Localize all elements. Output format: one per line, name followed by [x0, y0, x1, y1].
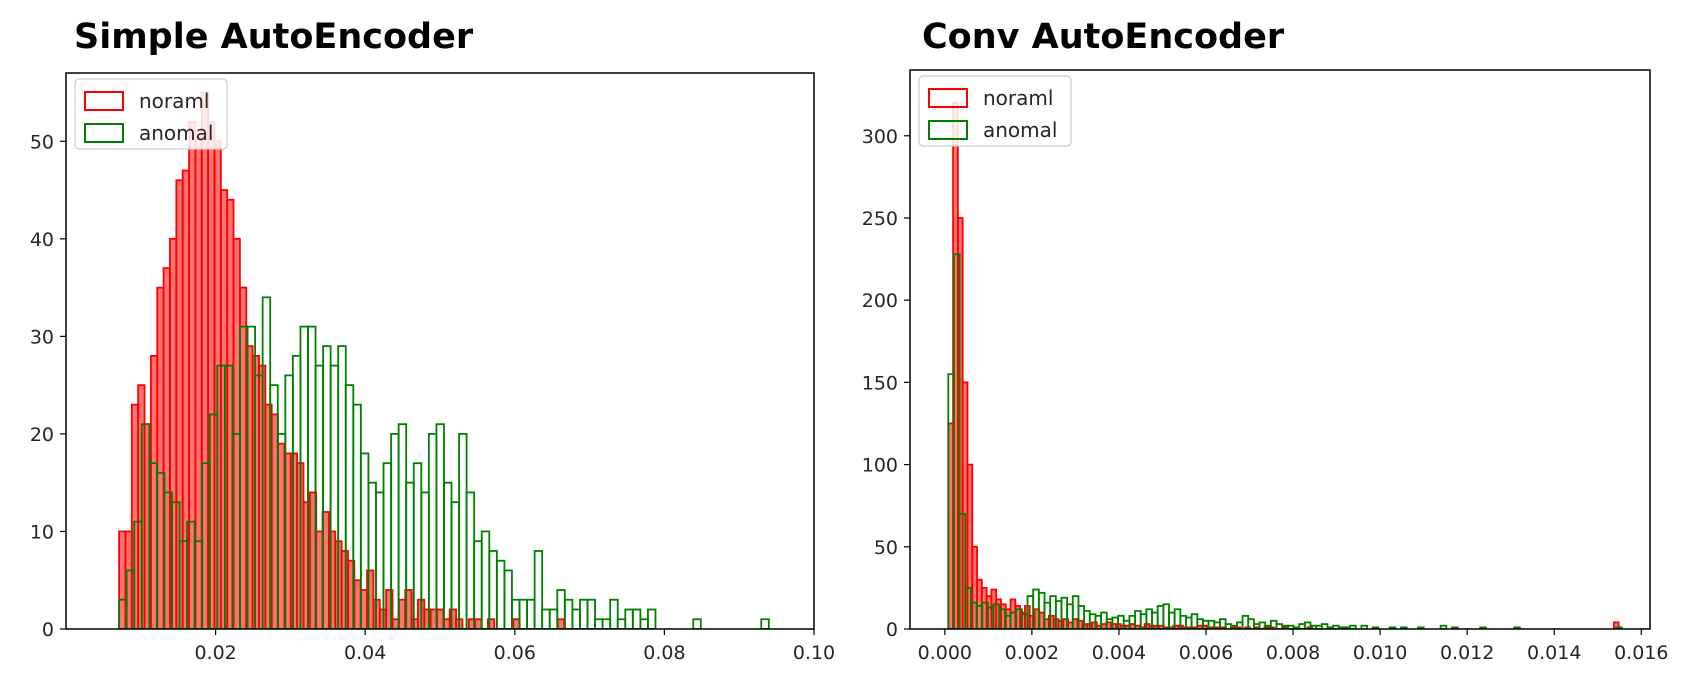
- y-tick-label: 30: [30, 326, 54, 348]
- y-tick-label: 50: [874, 537, 898, 559]
- x-tick-label: 0.006: [1179, 642, 1233, 664]
- normal-bar: [474, 618, 483, 629]
- bars-0: [118, 91, 875, 629]
- plot-frame: [909, 69, 1651, 630]
- y-tick-label: 10: [30, 521, 54, 543]
- legend-label-normal: noraml: [139, 89, 209, 113]
- plot-frame: [65, 72, 815, 630]
- anomal-bar: [541, 608, 551, 629]
- legend-swatch-anomal: [84, 123, 124, 143]
- legend-box: [74, 78, 228, 150]
- anomal-bar: [609, 598, 619, 629]
- y-tick-label: 150: [862, 372, 898, 394]
- anomal-bar: [1439, 624, 1448, 629]
- anomal-bar: [579, 598, 589, 629]
- normal-bar: [181, 169, 190, 629]
- anomal-bar: [533, 550, 544, 629]
- y-tick-label: 0: [42, 619, 54, 641]
- normal-bar: [277, 442, 286, 629]
- normal-bar: [156, 286, 165, 629]
- anomal-bar: [760, 618, 770, 629]
- anomal-bar: [616, 618, 627, 629]
- anomal-bar: [465, 491, 476, 629]
- anomal-bar: [518, 598, 528, 629]
- normal-bar: [118, 530, 127, 629]
- y-tick-label: 300: [862, 126, 898, 148]
- anomal-bar: [548, 608, 559, 629]
- normal-bar: [169, 237, 178, 629]
- x-tick-label: 0.04: [344, 642, 386, 664]
- y-tick-label: 100: [862, 455, 898, 477]
- anomal-bar: [503, 569, 513, 629]
- x-tick-label: 0.002: [1005, 642, 1059, 664]
- anomal-bar: [647, 608, 657, 629]
- anomal-bar: [639, 618, 649, 629]
- x-tick-label: 0.004: [1092, 642, 1146, 664]
- legend-swatch-anomal: [928, 120, 968, 140]
- chart-0: 0.02 0.04 0.06 0.08 0.10 0 10 20 30 40 50 noraml ano…: [30, 72, 875, 664]
- y-tick-label: 0: [886, 619, 898, 641]
- legend-swatch-normal: [928, 88, 968, 108]
- normal-bar: [410, 618, 419, 629]
- normal-bar: [340, 550, 349, 629]
- x-tick-label: 0.08: [643, 642, 685, 664]
- y-tick-label: 40: [30, 229, 54, 251]
- anomal-bar: [867, 619, 875, 629]
- anomal-bar: [480, 530, 491, 629]
- x-tick-label: 0.008: [1266, 642, 1320, 664]
- anomal-bar: [594, 618, 604, 629]
- chart-1: 0.000 0.002 0.004 0.006 0.008 0.010 0.012 0.014…: [862, 69, 1668, 664]
- normal-bar: [353, 579, 362, 629]
- normal-bar: [194, 130, 203, 629]
- legend-label-anomal: anomal: [139, 121, 213, 145]
- x-tick-label: 0.000: [918, 642, 972, 664]
- anomal-bar: [692, 618, 702, 629]
- anomal-bar: [473, 540, 483, 629]
- anomal-bar: [526, 598, 536, 629]
- legend-swatch-normal: [84, 91, 124, 111]
- anomal-bar: [495, 559, 506, 629]
- normal-bar: [486, 618, 496, 629]
- normal-bar: [556, 618, 566, 629]
- y-tick-label: 50: [30, 131, 54, 153]
- normal-bar: [302, 501, 311, 629]
- anomal-bar: [458, 433, 468, 629]
- x-tick-label: 0.012: [1440, 642, 1494, 664]
- bars-1: [947, 101, 1623, 629]
- anomal-bar: [435, 423, 445, 629]
- anomal-bar: [1360, 624, 1368, 629]
- anomal-bar: [427, 433, 438, 629]
- legend-label-normal: noraml: [983, 86, 1053, 110]
- normal-bar: [289, 452, 299, 629]
- normal-bar: [315, 530, 324, 629]
- y-tick-label: 20: [30, 424, 54, 446]
- chart-title-conv-autoencoder: Conv AutoEncoder: [922, 17, 1285, 57]
- anomal-bar: [443, 481, 453, 629]
- anomal-bar: [601, 618, 612, 629]
- anomal-bar: [624, 608, 634, 629]
- x-tick-label: 0.016: [1614, 642, 1668, 664]
- legend-box: [918, 75, 1072, 147]
- x-tick-label: 0.010: [1353, 642, 1407, 664]
- anomal-bar: [488, 550, 498, 629]
- anomal-bar: [563, 598, 574, 629]
- anomal-bar: [1349, 624, 1357, 629]
- normal-bar: [436, 608, 445, 629]
- x-tick-label: 0.06: [494, 642, 536, 664]
- y-tick-label: 250: [862, 208, 898, 230]
- anomal-bar: [631, 608, 642, 629]
- chart-title-simple-autoencoder: Simple AutoEncoder: [74, 17, 474, 57]
- normal-bar: [397, 598, 407, 629]
- x-tick-label: 0.10: [793, 642, 835, 664]
- y-tick-label: 200: [862, 290, 898, 312]
- anomal-bar: [586, 598, 596, 629]
- x-tick-label: 0.02: [194, 642, 236, 664]
- anomal-bar: [571, 608, 581, 629]
- legend-label-anomal: anomal: [983, 118, 1057, 142]
- x-tick-label: 0.014: [1527, 642, 1581, 664]
